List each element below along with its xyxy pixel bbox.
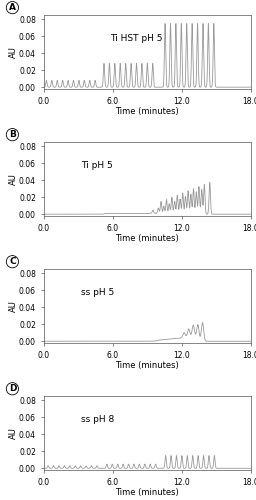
X-axis label: Time (minutes): Time (minutes) — [115, 234, 179, 243]
Text: D: D — [9, 384, 16, 393]
Y-axis label: AU: AU — [8, 173, 17, 185]
Y-axis label: AU: AU — [8, 300, 17, 312]
Text: ss pH 8: ss pH 8 — [81, 416, 114, 424]
Y-axis label: AU: AU — [8, 427, 17, 439]
X-axis label: Time (minutes): Time (minutes) — [115, 107, 179, 116]
Y-axis label: AU: AU — [8, 46, 17, 58]
X-axis label: Time (minutes): Time (minutes) — [115, 361, 179, 370]
Text: B: B — [9, 130, 16, 139]
Text: A: A — [9, 3, 16, 12]
Text: Ti pH 5: Ti pH 5 — [81, 161, 113, 170]
Text: ss pH 5: ss pH 5 — [81, 288, 114, 297]
X-axis label: Time (minutes): Time (minutes) — [115, 488, 179, 497]
Text: Ti HST pH 5: Ti HST pH 5 — [110, 34, 162, 43]
Text: C: C — [9, 257, 16, 266]
